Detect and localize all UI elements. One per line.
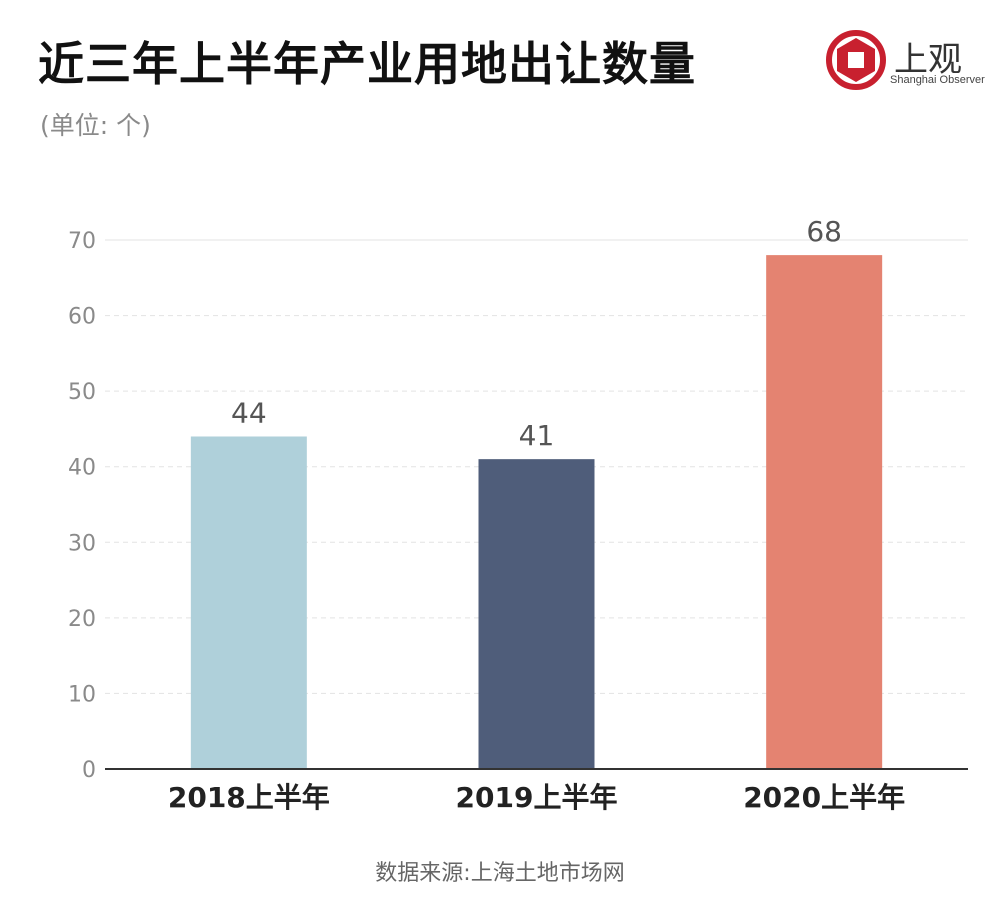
y-tick-label: 30 (68, 531, 96, 556)
source-note: 数据来源:上海土地市场网 (375, 861, 625, 886)
y-tick-label: 60 (68, 305, 96, 330)
chart-title: 近三年上半年产业用地出让数量 (38, 37, 696, 91)
y-tick-label: 70 (68, 229, 96, 254)
y-tick-label: 0 (82, 758, 96, 783)
shanghai-observer-logo-icon (826, 30, 886, 90)
data-label: 44 (231, 396, 267, 429)
bar (478, 459, 595, 769)
logo-name: 上观 (894, 40, 962, 80)
data-label: 68 (806, 215, 842, 248)
data-label: 41 (519, 419, 555, 452)
shanghai-observer-logo: 上观 Shanghai Observer (826, 30, 986, 90)
x-tick-label: 2020上半年 (743, 781, 905, 814)
bar (190, 436, 307, 769)
y-tick-label: 40 (68, 456, 96, 481)
x-tick-label: 2018上半年 (168, 781, 330, 814)
bar (766, 255, 883, 770)
x-tick-label: 2019上半年 (456, 781, 618, 814)
y-tick-label: 10 (68, 682, 96, 707)
unit-label: (单位: 个) (40, 111, 151, 140)
y-tick-label: 50 (68, 380, 96, 405)
logo-subtitle: Shanghai Observer (890, 74, 985, 86)
y-tick-label: 20 (68, 607, 96, 632)
bar-chart: 0 10 20 30 40 50 60 70 44 2018上半年 41 2019上半年 68 2020上… (68, 215, 968, 814)
